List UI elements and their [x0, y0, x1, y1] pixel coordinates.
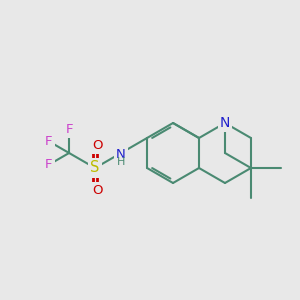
Text: F: F: [45, 135, 52, 148]
Text: N: N: [116, 148, 126, 160]
Text: H: H: [117, 157, 125, 167]
Text: O: O: [92, 139, 102, 152]
Text: S: S: [90, 160, 100, 175]
Text: F: F: [45, 158, 52, 171]
Text: O: O: [92, 184, 102, 197]
Text: F: F: [65, 123, 73, 136]
Text: N: N: [220, 116, 230, 130]
